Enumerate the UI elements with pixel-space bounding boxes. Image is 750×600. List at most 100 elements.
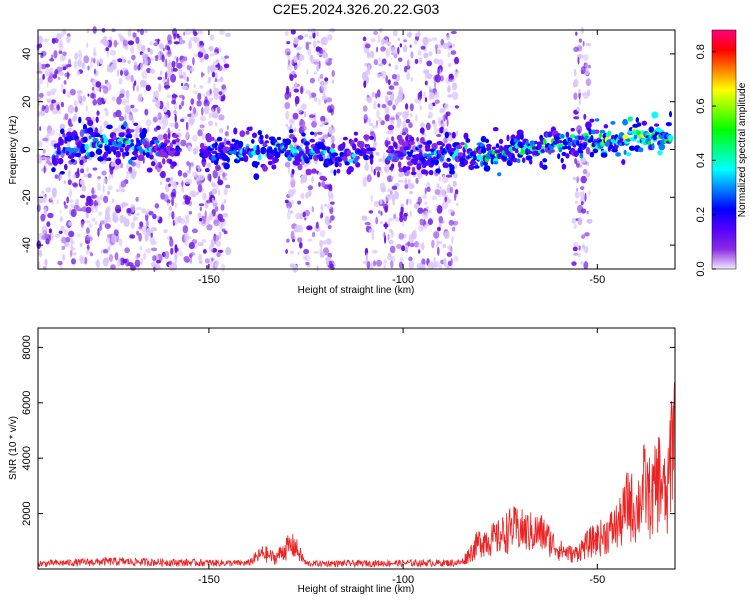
- noise-cell: [215, 184, 220, 190]
- noise-cell: [370, 38, 376, 43]
- noise-cell: [586, 62, 589, 69]
- signal-cell: [579, 149, 584, 155]
- signal-cell: [55, 155, 59, 160]
- noise-cell: [371, 91, 377, 98]
- noise-cell: [426, 186, 431, 192]
- noise-cell: [148, 211, 154, 216]
- noise-cell: [77, 59, 83, 68]
- noise-cell: [214, 78, 218, 83]
- noise-cell: [50, 54, 54, 60]
- signal-cell: [599, 129, 606, 134]
- noise-cell: [54, 69, 59, 75]
- noise-cell: [217, 78, 221, 83]
- signal-cell: [62, 133, 66, 138]
- noise-cell: [142, 225, 148, 235]
- signal-cell: [433, 159, 439, 166]
- signal-cell: [57, 157, 64, 165]
- noise-cell: [91, 194, 98, 199]
- noise-cell: [120, 69, 123, 76]
- noise-cell: [418, 224, 424, 232]
- noise-cell: [103, 39, 110, 47]
- snr-y-tick-label: 2000: [21, 501, 33, 525]
- noise-cell: [199, 206, 202, 212]
- noise-cell: [429, 93, 432, 102]
- noise-cell: [188, 119, 195, 126]
- noise-cell: [118, 115, 125, 122]
- noise-cell: [286, 64, 293, 71]
- noise-cell: [220, 204, 225, 211]
- noise-cell: [321, 120, 325, 126]
- noise-cell: [319, 251, 325, 258]
- signal-cell: [233, 127, 238, 135]
- signal-cell: [260, 148, 266, 155]
- noise-cell: [327, 224, 332, 230]
- noise-cell: [580, 175, 587, 184]
- noise-cell: [166, 101, 170, 109]
- noise-cell: [132, 215, 137, 222]
- noise-cell: [69, 204, 75, 208]
- noise-cell: [419, 57, 423, 65]
- noise-cell: [419, 90, 423, 97]
- noise-cell: [61, 245, 66, 251]
- noise-cell: [436, 44, 443, 49]
- noise-cell: [78, 53, 83, 60]
- noise-cell: [96, 59, 100, 67]
- noise-cell: [86, 248, 89, 255]
- noise-cell: [398, 232, 405, 240]
- noise-cell: [312, 31, 316, 39]
- noise-cell: [404, 179, 407, 184]
- noise-cell: [132, 82, 135, 92]
- noise-cell: [37, 77, 44, 85]
- signal-cell: [531, 146, 537, 150]
- noise-cell: [211, 71, 216, 78]
- noise-cell: [440, 123, 446, 127]
- noise-cell: [178, 94, 184, 99]
- signal-cell: [641, 120, 648, 126]
- noise-cell: [127, 60, 131, 64]
- signal-cell: [118, 132, 125, 138]
- signal-cell: [115, 150, 121, 158]
- noise-cell: [438, 117, 442, 126]
- noise-cell: [372, 125, 379, 129]
- noise-cell: [79, 256, 86, 265]
- noise-cell: [417, 50, 422, 56]
- noise-cell: [287, 189, 295, 198]
- signal-cell: [74, 148, 79, 153]
- noise-cell: [379, 221, 384, 225]
- noise-cell: [164, 251, 170, 259]
- noise-cell: [96, 110, 100, 116]
- noise-cell: [582, 168, 588, 175]
- noise-cell: [194, 53, 199, 57]
- signal-cell: [336, 168, 341, 174]
- noise-cell: [108, 65, 114, 73]
- noise-cell: [365, 252, 369, 259]
- noise-cell: [189, 106, 192, 111]
- noise-cell: [66, 196, 69, 204]
- noise-cell: [327, 183, 333, 191]
- noise-cell: [122, 202, 129, 207]
- signal-cell: [409, 136, 415, 142]
- noise-cell: [58, 42, 64, 52]
- noise-cell: [121, 202, 124, 209]
- noise-cell: [289, 91, 292, 98]
- noise-cell: [420, 122, 425, 129]
- noise-cell: [189, 190, 196, 197]
- noise-cell: [451, 82, 458, 91]
- noise-cell: [447, 52, 451, 58]
- noise-cell: [94, 205, 98, 213]
- noise-cell: [373, 133, 376, 143]
- noise-cell: [175, 247, 179, 252]
- signal-cell: [495, 143, 500, 149]
- noise-cell: [68, 169, 71, 179]
- signal-cell: [419, 137, 425, 144]
- noise-cell: [171, 60, 176, 68]
- noise-cell: [191, 228, 198, 234]
- signal-cell: [163, 133, 168, 140]
- signal-cell: [314, 150, 321, 154]
- noise-cell: [578, 129, 581, 136]
- noise-cell: [330, 135, 336, 144]
- noise-cell: [297, 163, 303, 171]
- noise-cell: [45, 160, 51, 164]
- noise-cell: [88, 223, 93, 229]
- noise-cell: [218, 46, 222, 53]
